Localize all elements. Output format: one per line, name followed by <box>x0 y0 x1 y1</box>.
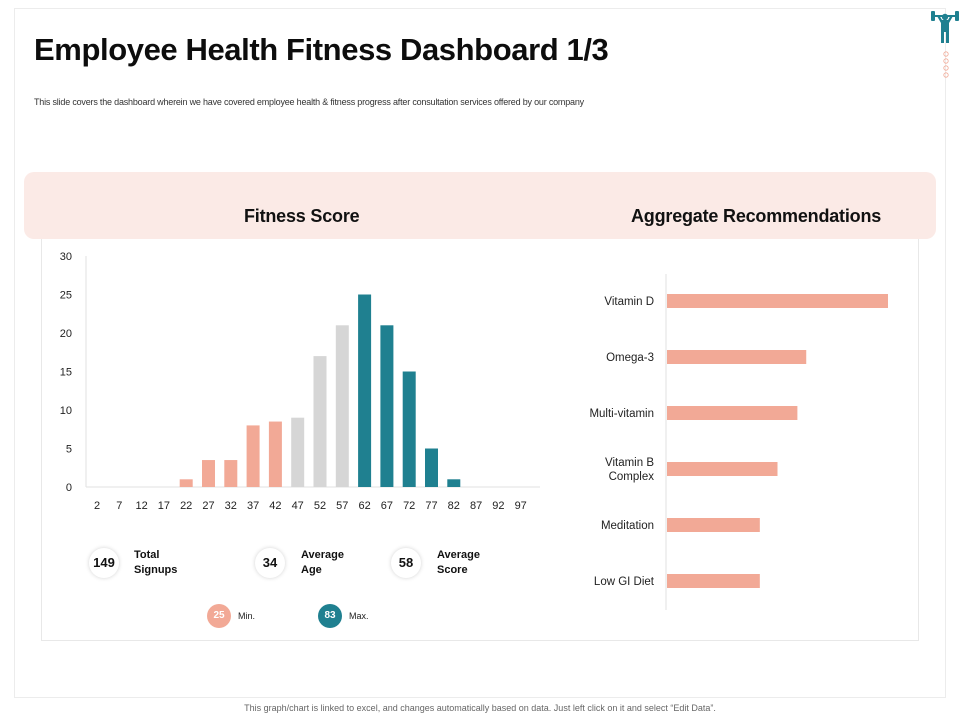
min-score-badge: 25 <box>207 604 231 628</box>
average-age-label: Average Age <box>301 548 371 578</box>
y-tick-label: 20 <box>60 328 72 340</box>
x-tick-label: 7 <box>116 500 122 512</box>
average-age-label-line2: Age <box>301 564 322 576</box>
category-label: Low GI Diet <box>594 576 655 588</box>
total-signups-label-line2: Signups <box>134 564 178 576</box>
x-tick-label: 57 <box>336 500 348 512</box>
x-tick-label: 92 <box>492 500 504 512</box>
bar-low-gi-diet <box>667 574 760 588</box>
x-tick-label: 2 <box>94 500 100 512</box>
bar-meditation <box>667 518 760 532</box>
page-title: Employee Health Fitness Dashboard 1/3 <box>34 32 609 67</box>
max-score-badge: 83 <box>318 604 342 628</box>
x-tick-label: 87 <box>470 500 482 512</box>
average-age-value: 34 <box>255 548 285 578</box>
x-tick-label: 37 <box>247 500 259 512</box>
bar-57 <box>335 325 349 487</box>
min-score-label: Min. <box>238 611 256 621</box>
x-tick-label: 67 <box>381 500 393 512</box>
bar-42 <box>268 421 282 487</box>
category-label: Meditation <box>601 520 654 532</box>
page-subtitle: This slide covers the dashboard wherein … <box>34 97 584 107</box>
x-tick-label: 17 <box>158 500 170 512</box>
weightlifter-icon <box>931 11 959 43</box>
bar-32 <box>224 460 238 487</box>
x-tick-label: 42 <box>269 500 281 512</box>
y-tick-label: 15 <box>60 367 72 379</box>
recommendations-title: Aggregate Recommendations <box>631 206 882 226</box>
bar-72 <box>402 371 416 487</box>
x-tick-label: 32 <box>225 500 237 512</box>
category-label: Multi-vitamin <box>589 408 654 420</box>
y-tick-label: 0 <box>66 482 72 494</box>
x-tick-label: 62 <box>358 500 370 512</box>
decorative-dots-icon <box>943 51 949 78</box>
y-tick-label: 10 <box>60 405 72 417</box>
bar-vitamin-b-complex <box>667 462 778 476</box>
average-score-value: 58 <box>391 548 421 578</box>
x-tick-label: 52 <box>314 500 326 512</box>
bar-67 <box>380 325 394 487</box>
average-score-label-line1: Average <box>437 549 481 561</box>
recommendations-chart: Vitamin D Omega-3 Multi-vitamin Vitamin B Co… <box>589 274 888 610</box>
category-label: Vitamin B Complex <box>605 457 654 483</box>
category-label: Omega-3 <box>606 352 654 364</box>
x-tick-label: 47 <box>292 500 304 512</box>
total-signups-value: 149 <box>89 548 119 578</box>
x-tick-label: 27 <box>202 500 214 512</box>
x-tick-label: 97 <box>515 500 527 512</box>
total-signups-label-line1: Total <box>134 549 160 561</box>
bar-77 <box>425 448 438 487</box>
bar-omega-3 <box>667 350 807 364</box>
x-tick-label: 12 <box>135 500 147 512</box>
bar-22 <box>179 479 193 487</box>
footer-note: This graph/chart is linked to excel, and… <box>244 703 716 713</box>
x-tick-label: 22 <box>180 500 192 512</box>
bar-multi-vitamin <box>667 406 798 420</box>
slide-frame <box>14 8 946 698</box>
bar-27 <box>202 460 215 487</box>
bar-47 <box>291 417 305 487</box>
max-score-label: Max. <box>349 611 369 621</box>
x-tick-label: 82 <box>448 500 460 512</box>
average-age-label-line1: Average <box>301 549 345 561</box>
x-tick-label: 72 <box>403 500 415 512</box>
bar-vitamin-d <box>667 294 888 308</box>
bar-37 <box>246 425 260 487</box>
bar-82 <box>447 479 461 487</box>
y-tick-label: 5 <box>66 444 72 456</box>
total-signups-label: Total Signups <box>134 548 204 578</box>
bar-62 <box>358 294 372 487</box>
category-label: Vitamin D <box>604 296 654 308</box>
average-score-label: Average Score <box>437 548 507 578</box>
y-tick-label: 25 <box>60 290 72 302</box>
fitness-score-title: Fitness Score <box>244 206 360 226</box>
x-tick-label: 77 <box>425 500 437 512</box>
section-header-band <box>24 172 936 239</box>
y-tick-label: 30 <box>60 251 72 263</box>
bar-52 <box>313 356 327 487</box>
average-score-label-line2: Score <box>437 564 468 576</box>
